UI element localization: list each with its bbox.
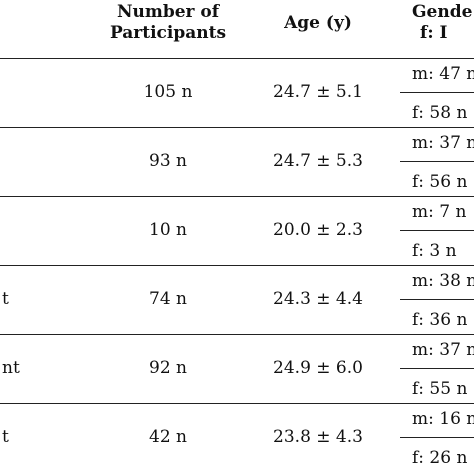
header-participants-line1: Number of [116,2,220,22]
row-rule [0,265,474,266]
row-label: t [2,289,9,309]
row-rule [0,196,474,197]
gender-m-cell: m: 16 n [412,409,474,429]
gender-subrule [400,230,474,231]
row-label: t [2,427,9,447]
gender-subrule [400,92,474,93]
gender-subrule [400,437,474,438]
header-gender-line2: f: I [420,23,448,43]
row-rule [0,334,474,335]
header-gender-line1: Gende [412,2,473,22]
row-label: nt [2,358,20,378]
header-participants-line2: Participants [109,23,227,43]
header-participants: Number of Participants [78,2,258,44]
gender-subrule [400,161,474,162]
gender-m-cell: m: 37 n [412,133,474,153]
header-rule [0,58,474,59]
header-age: Age (y) [284,13,352,33]
gender-m-cell: m: 37 n [412,340,474,360]
gender-f-cell: f: 26 n [412,448,468,468]
gender-f-cell: f: 55 n [412,379,468,399]
row-rule [0,127,474,128]
gender-f-cell: f: 58 n [412,103,468,123]
gender-f-cell: f: 36 n [412,310,468,330]
gender-m-cell: m: 7 n [412,202,467,222]
gender-m-cell: m: 38 n [412,271,474,291]
header-gender: Gende f: I [412,2,472,44]
gender-f-cell: f: 3 n [412,241,457,261]
gender-m-cell: m: 47 n [412,64,474,84]
gender-subrule [400,299,474,300]
gender-f-cell: f: 56 n [412,172,468,192]
gender-subrule [400,368,474,369]
row-rule [0,403,474,404]
